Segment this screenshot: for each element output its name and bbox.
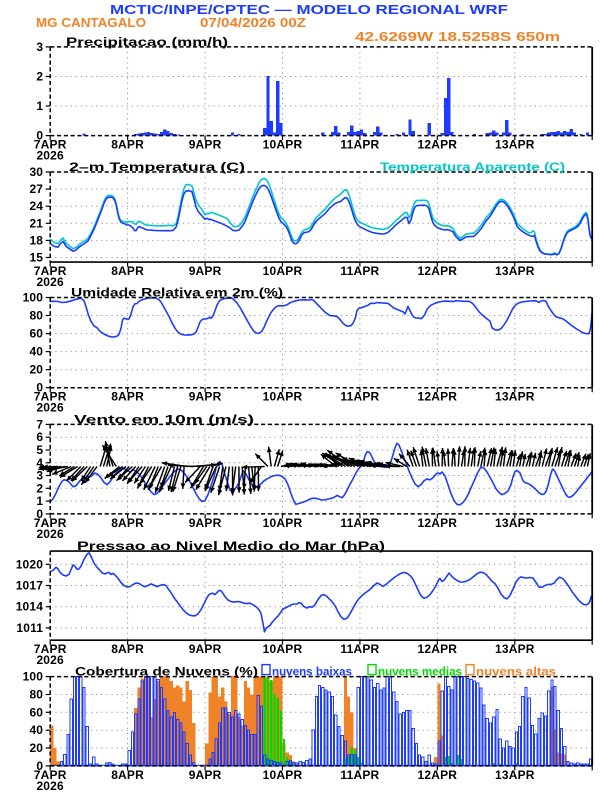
svg-text:1011: 1011 <box>16 621 43 635</box>
svg-text:18: 18 <box>29 233 43 247</box>
svg-text:07/04/2026 00Z: 07/04/2026 00Z <box>200 15 306 30</box>
svg-text:6: 6 <box>36 430 43 444</box>
svg-text:27: 27 <box>29 182 43 196</box>
svg-text:9APR: 9APR <box>189 138 222 152</box>
svg-text:9APR: 9APR <box>189 516 222 530</box>
svg-text:3: 3 <box>36 40 43 54</box>
svg-text:13APR: 13APR <box>495 768 535 782</box>
svg-text:0: 0 <box>36 381 43 395</box>
svg-text:15: 15 <box>29 251 43 265</box>
svg-text:12APR: 12APR <box>417 264 457 278</box>
svg-text:1: 1 <box>36 99 43 113</box>
svg-text:11APR: 11APR <box>340 642 379 656</box>
svg-text:2: 2 <box>36 70 43 84</box>
svg-text:1: 1 <box>36 494 43 508</box>
svg-text:2026: 2026 <box>36 275 64 289</box>
svg-text:100: 100 <box>23 291 44 305</box>
svg-text:MCTIC/INPE/CPTEC — MODELO REGI: MCTIC/INPE/CPTEC — MODELO REGIONAL WRF <box>110 2 508 17</box>
svg-text:42.6269W 18.5258S 650m: 42.6269W 18.5258S 650m <box>355 29 560 44</box>
svg-text:2026: 2026 <box>36 653 64 667</box>
svg-text:0: 0 <box>36 507 43 521</box>
svg-text:13APR: 13APR <box>495 264 535 278</box>
svg-text:24: 24 <box>29 199 43 213</box>
svg-text:2: 2 <box>36 481 43 495</box>
svg-text:Vento em 10m (m/s): Vento em 10m (m/s) <box>74 412 254 426</box>
svg-text:5: 5 <box>36 443 43 457</box>
svg-text:20: 20 <box>29 741 43 755</box>
svg-text:nuvens altas: nuvens altas <box>476 665 556 679</box>
svg-text:8APR: 8APR <box>111 768 144 782</box>
svg-text:8APR: 8APR <box>111 264 144 278</box>
svg-text:2026: 2026 <box>36 149 64 163</box>
svg-text:Pressao ao Nivel Medio do Mar: Pressao ao Nivel Medio do Mar (hPa) <box>77 539 385 553</box>
svg-text:13APR: 13APR <box>495 642 535 656</box>
svg-text:30: 30 <box>29 165 43 179</box>
svg-text:nuvens baixas: nuvens baixas <box>272 665 352 679</box>
svg-text:10APR: 10APR <box>263 390 303 404</box>
svg-text:80: 80 <box>29 688 43 702</box>
svg-text:100: 100 <box>23 670 44 684</box>
svg-text:21: 21 <box>29 216 43 230</box>
svg-text:7: 7 <box>36 417 43 431</box>
svg-text:10APR: 10APR <box>263 642 303 656</box>
svg-text:10APR: 10APR <box>263 264 303 278</box>
svg-text:12APR: 12APR <box>417 768 457 782</box>
svg-text:3: 3 <box>36 469 43 483</box>
svg-text:13APR: 13APR <box>495 516 535 530</box>
svg-text:13APR: 13APR <box>495 390 535 404</box>
svg-text:8APR: 8APR <box>111 390 144 404</box>
svg-text:10APR: 10APR <box>263 768 303 782</box>
svg-text:Temperatura Aparente (C): Temperatura Aparente (C) <box>380 160 565 174</box>
svg-text:Cobertura de Nuvens (%): Cobertura de Nuvens (%) <box>75 665 258 679</box>
svg-text:10APR: 10APR <box>263 138 303 152</box>
svg-text:12APR: 12APR <box>417 516 457 530</box>
svg-text:0: 0 <box>36 759 43 773</box>
svg-text:8APR: 8APR <box>111 516 144 530</box>
svg-text:11APR: 11APR <box>340 516 379 530</box>
svg-text:9APR: 9APR <box>189 264 222 278</box>
svg-text:2026: 2026 <box>36 779 64 792</box>
svg-text:2026: 2026 <box>36 401 64 415</box>
svg-text:13APR: 13APR <box>495 138 535 152</box>
svg-text:Umidade Relativa em 2m (%): Umidade Relativa em 2m (%) <box>71 286 283 300</box>
svg-text:1017: 1017 <box>16 579 44 593</box>
svg-text:12APR: 12APR <box>417 390 457 404</box>
svg-text:8APR: 8APR <box>111 138 144 152</box>
svg-text:1014: 1014 <box>16 600 44 614</box>
svg-text:11APR: 11APR <box>340 390 379 404</box>
svg-text:9APR: 9APR <box>189 768 222 782</box>
svg-text:nuvens medias: nuvens medias <box>378 665 462 679</box>
svg-text:80: 80 <box>29 309 43 323</box>
svg-text:2–m Temperatura (C): 2–m Temperatura (C) <box>69 160 245 174</box>
svg-text:60: 60 <box>29 705 43 719</box>
svg-text:12APR: 12APR <box>417 138 457 152</box>
svg-text:8APR: 8APR <box>111 642 144 656</box>
svg-text:40: 40 <box>29 345 43 359</box>
svg-text:0: 0 <box>36 129 43 143</box>
svg-text:60: 60 <box>29 327 43 341</box>
svg-text:12APR: 12APR <box>417 642 457 656</box>
svg-text:4: 4 <box>36 456 43 470</box>
svg-text:40: 40 <box>29 723 43 737</box>
svg-text:11APR: 11APR <box>340 768 379 782</box>
svg-text:9APR: 9APR <box>189 390 222 404</box>
svg-text:9APR: 9APR <box>189 642 222 656</box>
svg-text:1020: 1020 <box>16 557 44 571</box>
svg-text:20: 20 <box>29 363 43 377</box>
svg-text:MG CANTAGALO: MG CANTAGALO <box>36 15 146 30</box>
svg-text:11APR: 11APR <box>340 264 379 278</box>
svg-text:Precipitacao (mm/h): Precipitacao (mm/h) <box>66 35 228 49</box>
svg-text:2026: 2026 <box>36 527 64 541</box>
svg-text:10APR: 10APR <box>263 516 303 530</box>
svg-text:11APR: 11APR <box>340 138 379 152</box>
